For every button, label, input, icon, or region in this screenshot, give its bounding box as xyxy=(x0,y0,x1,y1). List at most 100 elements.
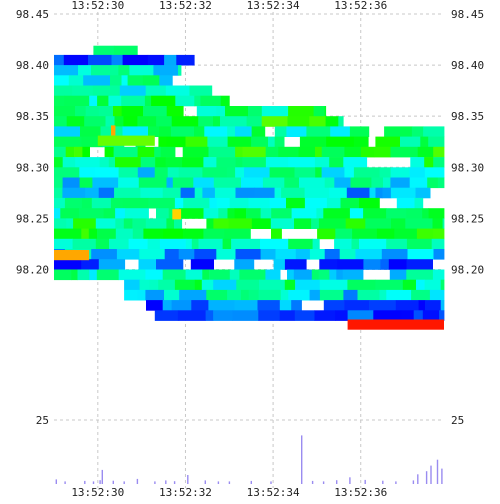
heatmap-cell xyxy=(314,310,336,321)
heatmap-cell xyxy=(54,187,63,199)
heatmap-cell xyxy=(103,208,116,219)
heatmap-cell xyxy=(433,157,445,168)
heatmap-cell xyxy=(164,289,180,301)
heatmap-cell xyxy=(89,95,98,107)
heatmap-cell xyxy=(97,95,109,107)
heatmap-cell xyxy=(54,208,61,219)
heatmap-cell xyxy=(279,310,296,321)
heatmap-cell xyxy=(319,279,348,291)
heatmap-cell xyxy=(62,157,76,168)
heatmap-cell xyxy=(190,259,199,270)
heatmap-cell xyxy=(321,146,345,158)
x-tick-label-top: 13:52:36 xyxy=(334,0,387,12)
heatmap-cell xyxy=(411,289,431,301)
heatmap-cell xyxy=(258,289,282,301)
heatmap-cell xyxy=(227,136,252,148)
heatmap-cell xyxy=(140,157,156,168)
heatmap-cell xyxy=(142,75,160,86)
heatmap-cell xyxy=(72,238,97,250)
heatmap-cell xyxy=(244,167,270,178)
heatmap-cell xyxy=(118,167,139,178)
heatmap-cell xyxy=(138,259,157,270)
volume-bar xyxy=(112,480,114,484)
heatmap-highlight xyxy=(172,209,182,220)
heatmap-cell xyxy=(209,269,231,281)
volume-bar xyxy=(270,481,272,484)
heatmap-cell xyxy=(124,208,149,219)
heatmap-cell xyxy=(257,300,281,311)
heatmap-cell xyxy=(156,259,184,270)
heatmap-cell xyxy=(235,146,243,158)
heatmap-cell xyxy=(93,45,115,57)
heatmap-cell xyxy=(411,126,424,137)
heatmap-cell xyxy=(383,177,391,189)
x-tick-label-bottom: 13:52:34 xyxy=(247,486,300,499)
heatmap-cell xyxy=(344,146,362,158)
heatmap-cell xyxy=(54,65,79,76)
y-tick-label-right: 98.30 xyxy=(451,161,484,174)
heatmap-cell xyxy=(406,238,433,250)
heatmap-cell xyxy=(115,208,126,219)
heatmap-cell xyxy=(108,95,122,107)
heatmap-cell xyxy=(258,310,281,321)
volume-bar xyxy=(250,480,252,484)
heatmap-cell xyxy=(64,95,90,107)
heatmap-cell xyxy=(60,208,80,219)
heatmap-cell xyxy=(360,146,375,158)
heatmap-cell xyxy=(213,279,237,291)
heatmap-cell xyxy=(319,259,338,270)
heatmap-cell xyxy=(319,289,344,301)
volume-bar xyxy=(101,469,103,484)
volume-bar xyxy=(311,480,314,484)
heatmap-cell xyxy=(149,279,159,291)
heatmap-cell xyxy=(235,157,243,168)
heatmap-cell xyxy=(390,167,411,178)
heatmap-cell xyxy=(316,208,324,219)
heatmap-cell xyxy=(196,106,217,117)
heatmap-cell xyxy=(185,136,208,148)
heatmap-cell xyxy=(260,249,276,260)
heatmap-highlight xyxy=(97,135,155,146)
heatmap-cell xyxy=(111,54,123,66)
heatmap-cell xyxy=(386,208,407,219)
heatmap-cell xyxy=(91,197,112,209)
heatmap-cell xyxy=(66,218,74,229)
heatmap-cell xyxy=(291,208,317,219)
heatmap-cell xyxy=(369,187,376,199)
y-tick-label-right: 98.45 xyxy=(451,8,484,21)
heatmap-cell xyxy=(373,146,391,158)
y-tick-label-right: 98.25 xyxy=(451,212,484,225)
heatmap-cell xyxy=(95,238,110,250)
heatmap-cell xyxy=(198,259,214,270)
heatmap-cell xyxy=(343,157,368,168)
heatmap-cell xyxy=(323,208,351,219)
heatmap-cell xyxy=(213,116,221,127)
volume-bar xyxy=(55,479,57,484)
heatmap-cell xyxy=(235,167,245,178)
heatmap-cell xyxy=(431,238,445,250)
volume-bar xyxy=(154,481,156,484)
heatmap-cell xyxy=(144,95,152,107)
heatmap-cell xyxy=(287,269,295,281)
heatmap-cell xyxy=(146,300,164,311)
heatmap-cell xyxy=(194,95,201,107)
heatmap-cell xyxy=(216,157,236,168)
heatmap-cell xyxy=(127,75,144,86)
heatmap-cell xyxy=(54,85,73,97)
heatmap-cell xyxy=(304,197,328,209)
heatmap-cell xyxy=(172,177,194,189)
heatmap-cell xyxy=(432,218,443,229)
heatmap-cell xyxy=(216,249,236,260)
heatmap-cell xyxy=(291,300,302,311)
heatmap-cell xyxy=(143,228,164,240)
heatmap-cell xyxy=(401,310,415,321)
heatmap-cell xyxy=(137,167,156,178)
heatmap-cell xyxy=(95,167,119,178)
heatmap-cell xyxy=(269,197,287,209)
volume-bar xyxy=(425,471,428,484)
heatmap-cell xyxy=(116,249,140,260)
heatmap-cell xyxy=(220,116,247,127)
heatmap-cell xyxy=(349,208,364,219)
heatmap-cell xyxy=(318,218,347,229)
